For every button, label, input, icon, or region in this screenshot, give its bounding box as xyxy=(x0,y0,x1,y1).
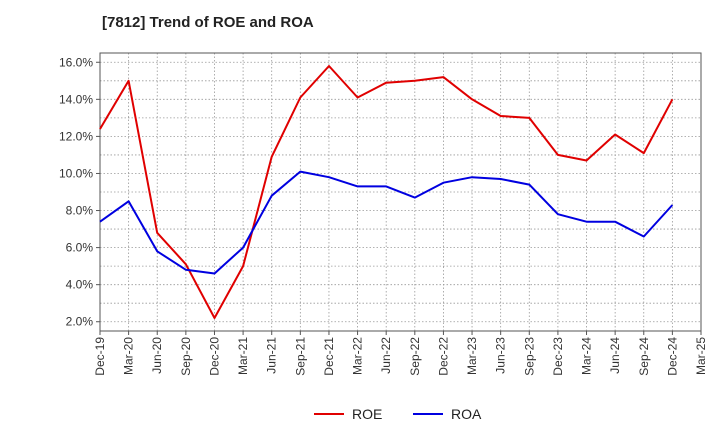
x-tick-label: Sep-23 xyxy=(522,337,536,376)
x-tick-label: Dec-20 xyxy=(207,337,221,376)
x-tick-label: Dec-23 xyxy=(551,337,565,376)
x-tick-label: Dec-19 xyxy=(93,337,107,376)
y-tick-label: 10.0% xyxy=(59,166,93,180)
x-tick-label: Mar-22 xyxy=(351,337,365,375)
plot-area-border xyxy=(99,52,702,332)
x-tick-label: Dec-24 xyxy=(665,337,679,376)
x-tick-label: Jun-21 xyxy=(265,337,279,374)
x-tick-label: Dec-21 xyxy=(322,337,336,376)
x-tick-label: Jun-20 xyxy=(150,337,164,374)
x-tick-label: Jun-24 xyxy=(608,337,622,374)
y-tick-label: 14.0% xyxy=(59,92,93,106)
x-tick-label: Mar-25 xyxy=(694,337,708,375)
x-tick-label: Mar-24 xyxy=(580,337,594,375)
y-tick-label: 8.0% xyxy=(66,204,94,218)
x-tick-label: Sep-22 xyxy=(408,337,422,376)
x-tick-label: Sep-20 xyxy=(179,337,193,376)
y-tick-label: 4.0% xyxy=(66,278,94,292)
y-tick-label: 2.0% xyxy=(66,315,94,329)
legend-label-roa: ROA xyxy=(451,406,482,422)
x-tick-label: Dec-22 xyxy=(436,337,450,376)
y-tick-label: 12.0% xyxy=(59,129,93,143)
y-tick-label: 16.0% xyxy=(59,55,93,69)
series-line-roa xyxy=(99,170,674,275)
x-tick-label: Jun-23 xyxy=(494,337,508,374)
x-tick-label: Mar-23 xyxy=(465,337,479,375)
x-tick-label: Jun-22 xyxy=(379,337,393,374)
y-tick-label: 6.0% xyxy=(66,241,94,255)
chart-title: [7812] Trend of ROE and ROA xyxy=(102,14,314,31)
x-tick-label: Sep-24 xyxy=(637,337,651,376)
x-tick-label: Mar-21 xyxy=(236,337,250,375)
x-tick-label: Mar-20 xyxy=(122,337,136,375)
legend-label-roe: ROE xyxy=(352,406,382,422)
x-tick-label: Sep-21 xyxy=(293,337,307,376)
series-line-roe xyxy=(99,65,674,319)
